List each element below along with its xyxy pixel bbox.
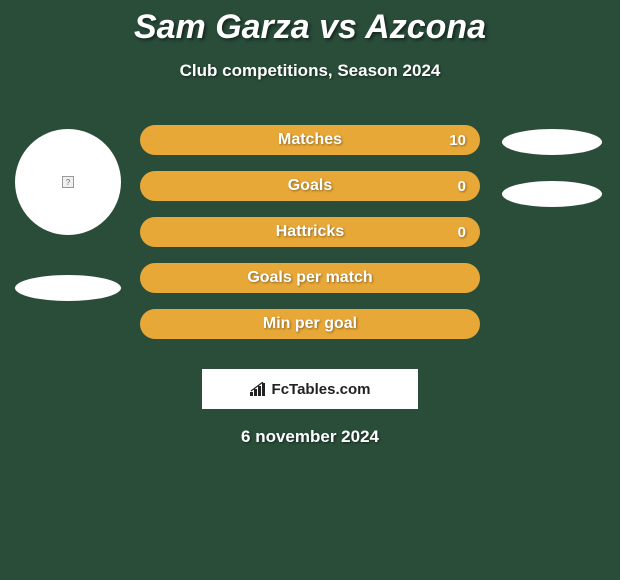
stat-row-matches: Matches 10 (140, 125, 480, 155)
stat-value-right: 10 (449, 132, 466, 149)
stat-label: Goals (288, 177, 332, 195)
stat-label: Hattricks (276, 223, 344, 241)
stat-value-right: 0 (458, 178, 466, 195)
stat-row-goals: Goals 0 (140, 171, 480, 201)
right-shadow-ellipse-2 (502, 181, 602, 207)
date-text: 6 november 2024 (0, 427, 620, 447)
stats-column: Matches 10 Goals 0 Hattricks 0 Goals per… (128, 125, 492, 355)
right-shadow-ellipse-1 (502, 129, 602, 155)
fctables-logo: FcTables.com (250, 381, 371, 398)
left-shadow-ellipse (15, 275, 121, 301)
bars-icon (250, 382, 268, 396)
logo-text: FcTables.com (272, 381, 371, 398)
stat-label: Min per goal (263, 315, 357, 333)
comparison-container: Sam Garza vs Azcona Club competitions, S… (0, 0, 620, 580)
stat-row-goals-per-match: Goals per match (140, 263, 480, 293)
avatar-placeholder-icon: ? (62, 176, 74, 188)
stat-label: Matches (278, 131, 342, 149)
player-left-avatar: ? (15, 129, 121, 235)
stat-value-right: 0 (458, 224, 466, 241)
fctables-logo-box: FcTables.com (202, 369, 418, 409)
page-title: Sam Garza vs Azcona (0, 8, 620, 47)
stat-row-hattricks: Hattricks 0 (140, 217, 480, 247)
left-player-column: ? (8, 125, 128, 301)
stat-row-min-per-goal: Min per goal (140, 309, 480, 339)
stat-label: Goals per match (247, 269, 372, 287)
page-subtitle: Club competitions, Season 2024 (0, 61, 620, 81)
content-row: ? Matches 10 Goals 0 Hattricks 0 Goals p… (0, 125, 620, 355)
right-player-column (492, 125, 612, 207)
